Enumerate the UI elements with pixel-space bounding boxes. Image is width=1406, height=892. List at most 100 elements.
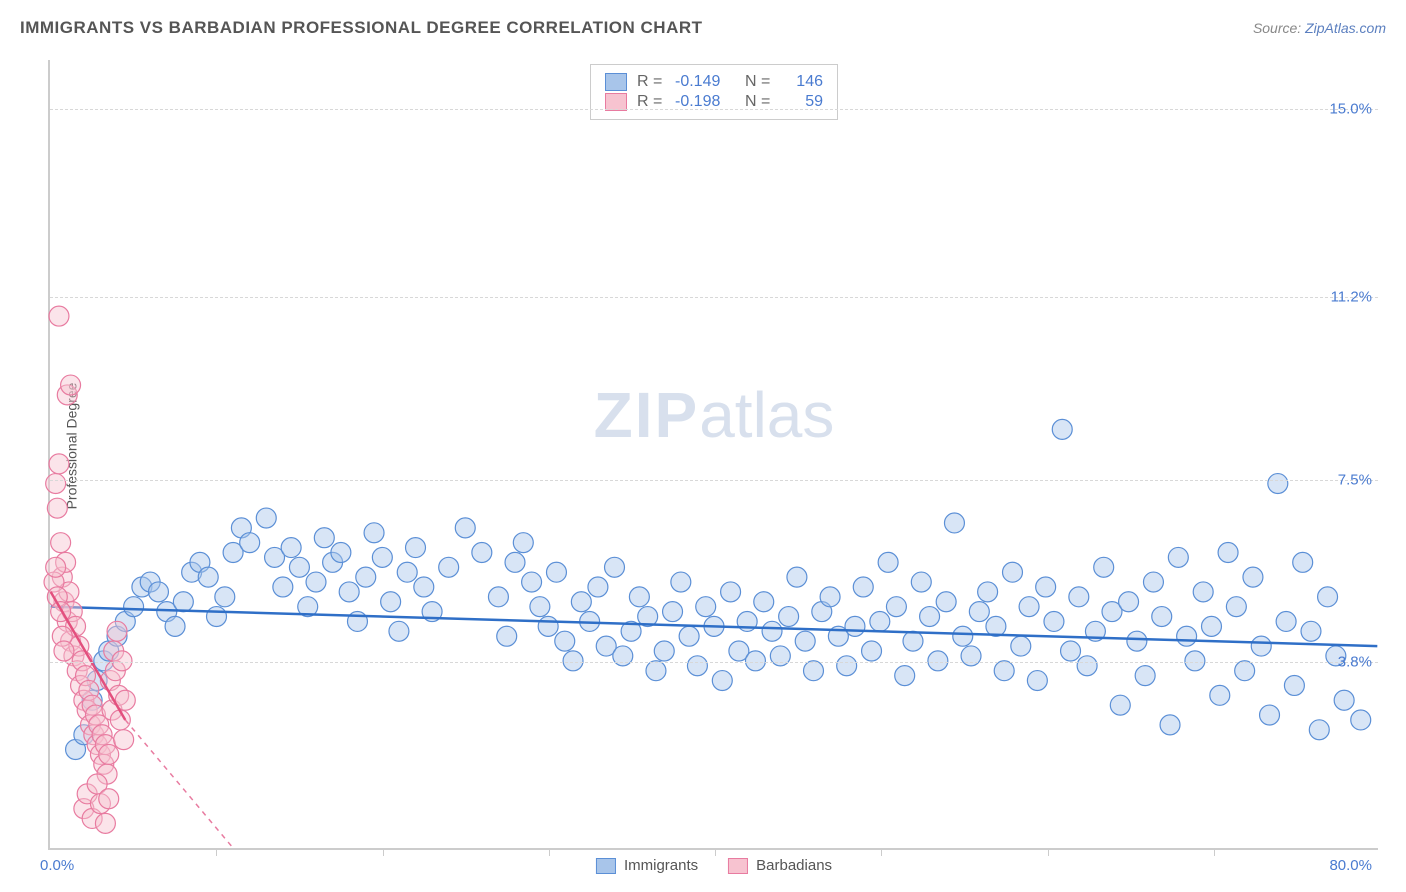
x-tick [383,848,384,856]
data-point [563,651,583,671]
data-point [1052,419,1072,439]
data-point [95,813,115,833]
data-point [754,592,774,612]
data-point [1143,572,1163,592]
data-point [1260,705,1280,725]
x-tick [549,848,550,856]
data-point [472,543,492,563]
data-point [671,572,691,592]
data-point [779,607,799,627]
chart-plot-area: ZIPatlas R = -0.149 N = 146 R = -0.198 N… [48,60,1378,850]
data-point [1119,592,1139,612]
data-point [372,547,392,567]
data-point [46,557,66,577]
data-point [820,587,840,607]
data-point [173,592,193,612]
y-tick-label: 3.8% [1338,654,1372,671]
data-point [1044,611,1064,631]
data-point [745,651,765,671]
data-point [1318,587,1338,607]
data-point [920,607,940,627]
data-point [124,597,144,617]
data-point [1027,671,1047,691]
data-point [721,582,741,602]
scatter-svg [50,60,1378,848]
data-point [994,661,1014,681]
data-point [1284,676,1304,696]
source-attribution: Source: ZipAtlas.com [1253,20,1386,36]
data-point [356,567,376,587]
data-point [364,523,384,543]
data-point [1168,547,1188,567]
x-tick [1048,848,1049,856]
data-point [762,621,782,641]
data-point [281,538,301,558]
data-point [1135,666,1155,686]
data-point [886,597,906,617]
data-point [207,607,227,627]
data-point [61,375,81,395]
legend-swatch-immigrants-icon [596,858,616,874]
data-point [928,651,948,671]
gridline [50,480,1378,481]
legend-item-barbadians: Barbadians [728,857,832,874]
x-tick [881,848,882,856]
data-point [530,597,550,617]
data-point [1127,631,1147,651]
data-point [49,454,69,474]
data-point [663,602,683,622]
data-point [99,789,119,809]
y-tick-label: 7.5% [1338,471,1372,488]
data-point [148,582,168,602]
data-point [895,666,915,686]
data-point [1351,710,1371,730]
data-point [397,562,417,582]
data-point [679,626,699,646]
data-point [1019,597,1039,617]
data-point [112,651,132,671]
data-point [1036,577,1056,597]
data-point [215,587,235,607]
x-axis-max-label: 80.0% [1329,857,1372,874]
data-point [969,602,989,622]
data-point [1003,562,1023,582]
data-point [1301,621,1321,641]
data-point [331,543,351,563]
data-point [406,538,426,558]
data-point [1110,695,1130,715]
source-link[interactable]: ZipAtlas.com [1305,20,1386,36]
data-point [513,533,533,553]
data-point [1218,543,1238,563]
data-point [1210,685,1230,705]
data-point [49,306,69,326]
data-point [455,518,475,538]
data-point [804,661,824,681]
data-point [256,508,276,528]
data-point [1309,720,1329,740]
data-point [51,533,71,553]
data-point [870,611,890,631]
data-point [1293,552,1313,572]
trend-line-dashed [125,720,233,848]
data-point [795,631,815,651]
data-point [1160,715,1180,735]
data-point [1268,474,1288,494]
data-point [1061,641,1081,661]
data-point [1177,626,1197,646]
gridline [50,297,1378,298]
data-point [1193,582,1213,602]
data-point [339,582,359,602]
x-tick [216,848,217,856]
data-point [538,616,558,636]
data-point [646,661,666,681]
data-point [1226,597,1246,617]
gridline [50,109,1378,110]
data-point [936,592,956,612]
legend-item-immigrants: Immigrants [596,857,698,874]
x-axis-origin-label: 0.0% [40,857,74,874]
data-point [654,641,674,661]
gridline [50,662,1378,663]
chart-header: IMMIGRANTS VS BARBADIAN PROFESSIONAL DEG… [20,18,1386,38]
data-point [1152,607,1172,627]
data-point [273,577,293,597]
